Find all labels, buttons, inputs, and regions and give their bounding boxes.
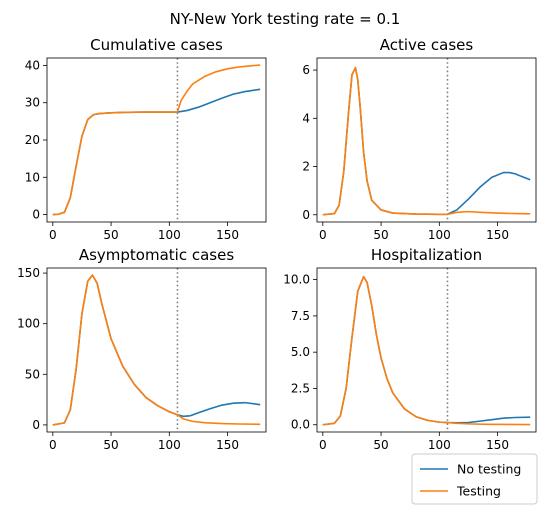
x-tick-label: 100 — [158, 228, 181, 242]
subplot-title: Cumulative cases — [90, 36, 223, 54]
subplot-1: Active cases 0 50 100 150 0 2 4 6 — [302, 36, 537, 242]
x-tick-label: 0 — [49, 438, 57, 452]
x-tick-label: 0 — [49, 228, 57, 242]
subplot-title: Asymptomatic cases — [79, 246, 234, 264]
legend-label: No testing — [457, 462, 521, 477]
y-tick-label: 10 — [25, 170, 40, 184]
x-tick-label: 100 — [158, 438, 181, 452]
y-tick-label: 0 — [302, 208, 310, 222]
y-tick-label: 150 — [17, 266, 40, 280]
subplot-2: Asymptomatic cases 0 50 100 150 0 50 100 150 — [17, 246, 267, 452]
x-tick-label: 150 — [486, 438, 509, 452]
y-tick-label: 5.0 — [291, 345, 310, 359]
x-tick-label: 0 — [319, 438, 327, 452]
y-tick-label: 10.0 — [283, 273, 310, 287]
y-tick-label: 50 — [25, 367, 40, 381]
y-tick-label: 40 — [25, 58, 40, 72]
series-line-testing — [322, 66, 531, 216]
y-tick-label: 0.0 — [291, 418, 310, 432]
series-line-testing — [322, 275, 531, 426]
y-tick-label: 20 — [25, 133, 40, 147]
x-tick-label: 50 — [373, 438, 388, 452]
y-tick-label: 7.5 — [291, 309, 310, 323]
x-tick-label: 150 — [216, 438, 239, 452]
subplot-title: Hospitalization — [371, 246, 482, 264]
y-tick-label: 6 — [302, 63, 310, 77]
axes-frame — [46, 57, 267, 223]
x-tick-label: 150 — [486, 228, 509, 242]
x-tick-label: 0 — [319, 228, 327, 242]
axes-frame — [46, 267, 267, 433]
legend-label: Testing — [456, 484, 501, 499]
y-tick-label: 100 — [17, 317, 40, 331]
y-tick-label: 4 — [302, 111, 310, 125]
y-tick-label: 2.5 — [291, 381, 310, 395]
series-line-no-testing — [322, 275, 531, 426]
x-tick-label: 50 — [103, 438, 118, 452]
y-tick-label: 0 — [32, 208, 40, 222]
series-line-testing — [52, 274, 261, 426]
y-tick-label: 0 — [32, 418, 40, 432]
y-tick-label: 2 — [302, 160, 310, 174]
axes-frame — [316, 57, 537, 223]
x-tick-label: 150 — [216, 228, 239, 242]
y-tick-label: 30 — [25, 96, 40, 110]
series-line-no-testing — [52, 274, 261, 426]
subplot-0: Cumulative cases 0 50 100 150 0 10 20 30 40 — [25, 36, 267, 242]
series-line-testing — [52, 64, 261, 216]
subplot-3: Hospitalization 0 50 100 150 0.0 2.5 5.0 7.5 10.0 — [283, 246, 537, 452]
subplot-title: Active cases — [380, 36, 474, 54]
x-tick-label: 100 — [428, 438, 451, 452]
figure-suptitle: NY-New York testing rate = 0.1 — [170, 10, 401, 28]
x-tick-label: 100 — [428, 228, 451, 242]
axes-frame — [316, 267, 537, 433]
series-line-no-testing — [322, 66, 531, 216]
series-line-no-testing — [52, 88, 261, 216]
legend: No testing Testing — [411, 453, 538, 505]
x-tick-label: 50 — [103, 228, 118, 242]
x-tick-label: 50 — [373, 228, 388, 242]
